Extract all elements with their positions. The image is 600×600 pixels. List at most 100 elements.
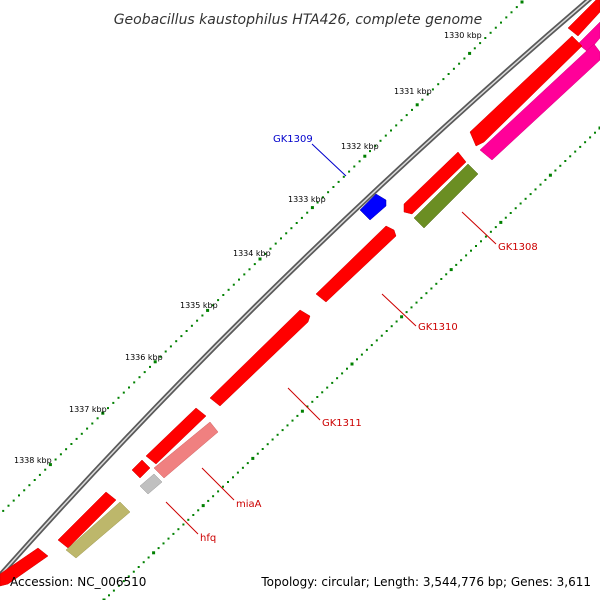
scale-tick	[167, 537, 170, 540]
gene-feature-miaa[interactable]	[153, 421, 219, 479]
scale-tick	[232, 283, 235, 286]
scale-tick	[112, 401, 115, 404]
scale-tick	[337, 180, 340, 183]
scale-tick	[559, 164, 562, 167]
scale-tick	[280, 237, 282, 240]
scale-tick	[227, 288, 230, 291]
scale-label-1336: 1336 kbp	[125, 353, 163, 362]
scale-tick	[374, 144, 377, 147]
scale-tick	[365, 348, 368, 351]
scale-tick	[544, 178, 547, 181]
gene-feature-khaki[interactable]	[65, 501, 131, 559]
accession-text: Accession: NC_006510	[10, 575, 146, 589]
gene-feature-pink[interactable]	[479, 43, 600, 161]
scale-tick	[306, 211, 309, 214]
scale-tick	[489, 31, 492, 34]
scale-tick	[281, 429, 284, 432]
scale-tick	[172, 532, 175, 535]
scale-tick	[75, 437, 78, 440]
scale-tick	[504, 216, 507, 219]
scale-tick	[519, 202, 522, 205]
scale-tick	[112, 589, 115, 592]
gene-feature-olive[interactable]	[413, 163, 479, 229]
gene-label-hfq[interactable]: hfq	[200, 533, 216, 544]
scale-tick	[251, 456, 255, 460]
scale-tick	[217, 490, 220, 493]
gene-feature[interactable]	[0, 547, 49, 587]
scale-tick	[465, 254, 468, 257]
scale-tick	[400, 119, 403, 122]
scale-label-1335: 1335 kbp	[180, 301, 218, 310]
scale-tick	[341, 372, 344, 375]
scale-tick	[437, 83, 440, 86]
gene-feature[interactable]	[57, 491, 117, 549]
scale-tick	[384, 134, 387, 137]
scale-tick	[470, 249, 472, 252]
scale-tick	[524, 197, 527, 200]
scale-label-1337: 1337 kbp	[69, 405, 107, 414]
scale-tick	[306, 405, 309, 408]
scale-tick	[266, 443, 269, 446]
scale-tick	[484, 37, 487, 39]
scale-tick	[190, 324, 193, 327]
gene-label-gk1309[interactable]: GK1309	[273, 134, 313, 145]
scale-tick	[143, 371, 146, 374]
scale-tick	[574, 150, 577, 153]
gene-feature-gk1310[interactable]	[315, 225, 397, 303]
scale-tick	[132, 570, 135, 573]
gene-feature[interactable]	[567, 0, 600, 37]
scale-tick	[311, 400, 314, 403]
scale-tick	[212, 495, 215, 498]
scale-tick	[180, 335, 183, 338]
gene-features	[0, 0, 600, 587]
scale-tick	[360, 353, 363, 356]
scale-tick	[331, 381, 334, 384]
scale-tick	[548, 173, 552, 177]
scale-tick	[238, 278, 240, 281]
scale-tick	[405, 311, 408, 314]
scale-tick	[505, 16, 508, 19]
gene-feature[interactable]	[131, 459, 151, 479]
scale-tick	[520, 0, 524, 4]
gene-feature-hfq[interactable]	[139, 473, 163, 495]
scale-tick	[261, 448, 264, 450]
scale-tick	[91, 422, 94, 425]
scale-tick	[375, 339, 378, 342]
gene-feature-gk1308[interactable]	[403, 151, 467, 215]
scale-tick	[207, 499, 210, 502]
scale-tick	[2, 509, 5, 512]
scale-label-1332: 1332 kbp	[341, 142, 379, 151]
scale-tick	[431, 88, 434, 91]
scale-tick	[346, 367, 348, 370]
gene-feature-gk1309[interactable]	[359, 193, 387, 221]
scale-tick	[206, 308, 210, 312]
scale-tick	[455, 263, 458, 266]
scale-tick	[153, 360, 157, 364]
scale-tick	[274, 242, 277, 245]
scale-tick	[236, 471, 239, 474]
scale-tick	[300, 216, 303, 219]
gene-feature-gk1311[interactable]	[209, 309, 311, 407]
scale-tick	[286, 424, 289, 427]
gene-label-gk1308[interactable]: GK1308	[498, 242, 538, 253]
gene-feature[interactable]	[469, 35, 583, 147]
gene-feature[interactable]	[145, 407, 207, 465]
scale-tick	[380, 334, 383, 337]
gene-label-gk1311[interactable]: GK1311	[322, 418, 362, 429]
scale-tick	[222, 294, 225, 296]
scale-tick	[411, 108, 413, 111]
scale-tick	[529, 193, 532, 196]
scale-tick	[48, 463, 52, 467]
map-title: Geobacillus kaustophilus HTA426, complet…	[114, 12, 483, 28]
scale-tick	[475, 245, 477, 247]
scale-tick	[421, 98, 424, 101]
gene-label-miaa[interactable]: miaA	[236, 499, 262, 510]
label-leader-lines	[165, 143, 497, 535]
scale-tick	[248, 268, 251, 271]
scale-tick	[296, 414, 299, 417]
scale-tick	[395, 320, 398, 323]
scale-tick	[473, 47, 476, 50]
gene-feature-pink[interactable]	[577, 21, 600, 53]
gene-label-gk1310[interactable]: GK1310	[418, 322, 458, 333]
